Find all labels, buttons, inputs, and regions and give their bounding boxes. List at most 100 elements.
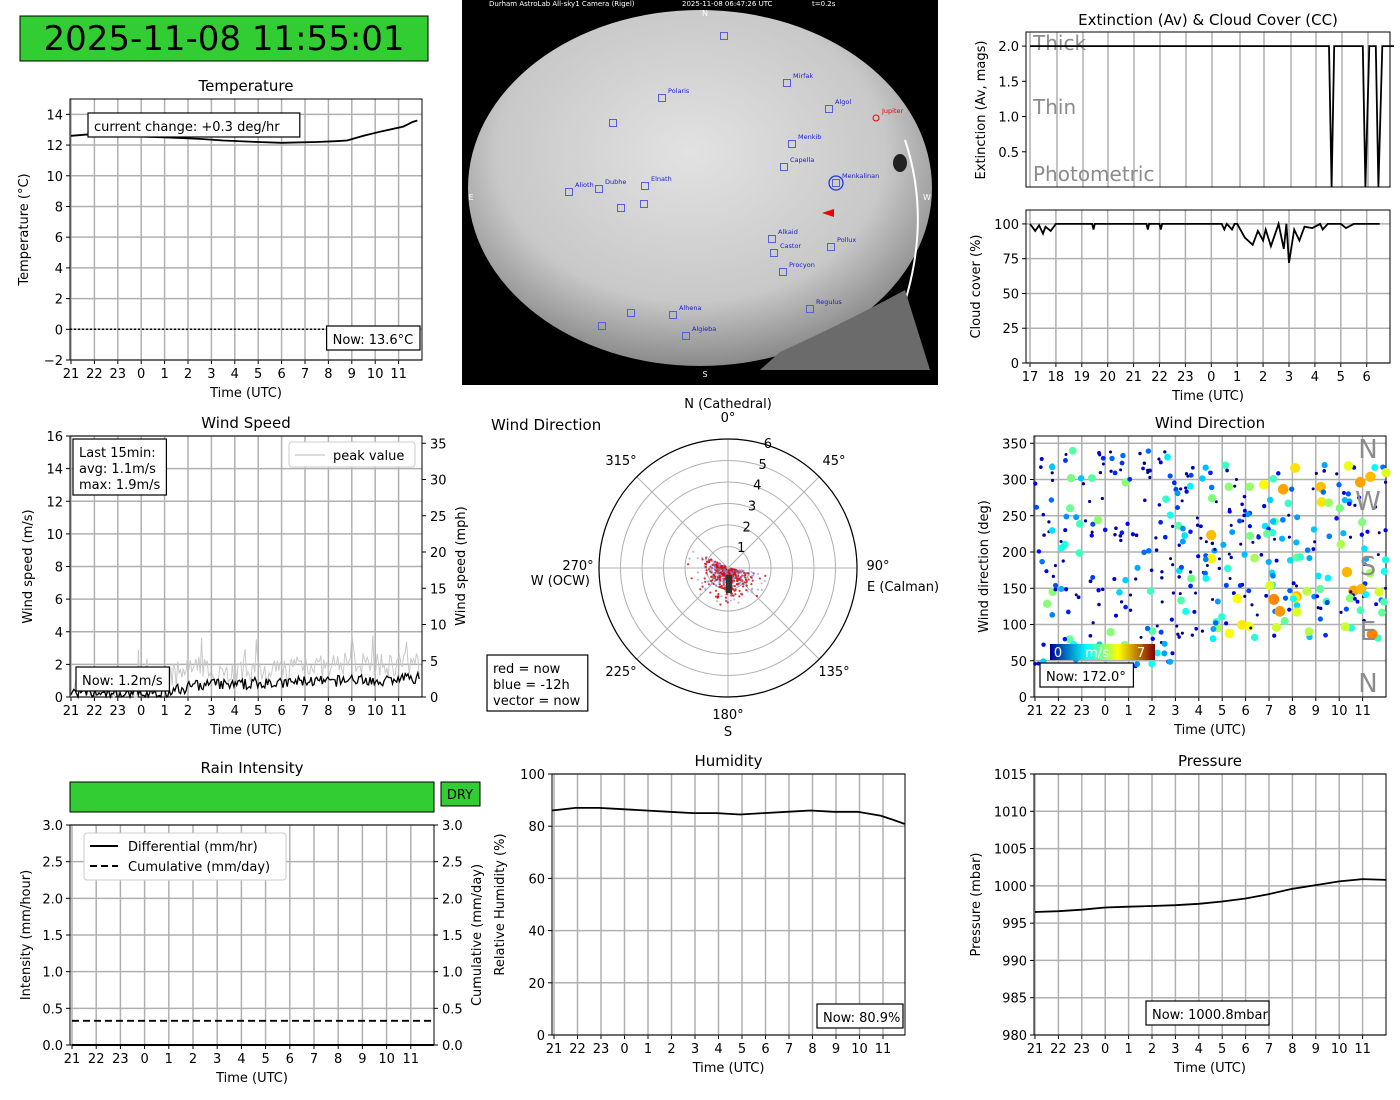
wind-point — [710, 567, 713, 571]
wind-point — [729, 599, 733, 602]
wind-point — [724, 596, 728, 599]
direction-point — [1063, 458, 1068, 463]
x-tick-label: 3 — [207, 704, 215, 719]
wind-point — [730, 592, 733, 595]
rain-status-bar — [69, 781, 435, 813]
x-axis-label: Time (UTC) — [209, 723, 282, 738]
wind-point — [746, 576, 749, 579]
y-tick-label: 0 — [1019, 691, 1027, 706]
r-tick-label: 1 — [737, 541, 745, 556]
wind-point — [746, 590, 749, 593]
wind-point — [739, 571, 742, 574]
angle-label: 45° — [822, 454, 845, 469]
wind-point — [734, 574, 738, 578]
x-tick-label: 6 — [761, 1042, 769, 1057]
direction-point — [1155, 624, 1159, 628]
direction-point — [1093, 515, 1103, 525]
direction-point — [1161, 650, 1168, 657]
x-tick-label: 22 — [569, 1042, 586, 1057]
direction-point — [1202, 556, 1209, 563]
direction-point — [1224, 621, 1229, 626]
direction-point — [1160, 576, 1164, 580]
y-tick-label: 0.0 — [42, 1039, 63, 1054]
direction-point — [1358, 518, 1367, 527]
direction-point — [1278, 535, 1286, 542]
direction-point — [1262, 503, 1267, 509]
x-tick-label: 4 — [1311, 370, 1319, 385]
direction-point — [1194, 591, 1198, 595]
direction-point — [1190, 465, 1195, 470]
direction-point — [1255, 613, 1259, 617]
direction-point — [1348, 535, 1353, 539]
direction-point — [1091, 621, 1095, 625]
x-tick-label: 10 — [378, 1052, 395, 1067]
wind-point — [711, 579, 714, 582]
x-tick-label: 7 — [301, 367, 309, 382]
compass-w: W — [923, 193, 931, 202]
wind-direction-chart: 21 22 23 0 1 2 3 4 5 6 7 8 9 10 1105010015020025030035… — [977, 414, 1391, 738]
wind-point — [732, 594, 735, 597]
direction-point — [1353, 503, 1357, 507]
r-tick-label: 4 — [753, 479, 761, 494]
direction-point — [1188, 583, 1193, 589]
wind-point — [719, 579, 722, 582]
star-marker — [617, 204, 625, 212]
direction-point — [1154, 536, 1158, 540]
wind-point — [745, 580, 748, 584]
direction-point — [1199, 475, 1206, 482]
chart-title: Humidity — [694, 752, 762, 770]
wind-point — [747, 574, 750, 577]
direction-point — [1130, 532, 1135, 537]
sky-dome — [468, 10, 932, 366]
direction-point — [1242, 508, 1247, 513]
x-tick-label: 6 — [277, 704, 285, 719]
x-tick-label: 7 — [301, 704, 309, 719]
direction-point — [1148, 475, 1152, 480]
direction-point — [1128, 608, 1133, 612]
x-tick-label: 7 — [785, 1042, 793, 1057]
wind-point — [744, 573, 747, 577]
x-tick-label: 1 — [160, 367, 168, 382]
direction-point — [1245, 482, 1255, 492]
wind-point — [716, 566, 719, 569]
x-tick-label: 4 — [1195, 704, 1203, 719]
direction-point — [1188, 472, 1194, 478]
x-tick-label: 4 — [714, 1042, 722, 1057]
wind-point — [713, 567, 716, 570]
x-tick-label: 0 — [1101, 704, 1109, 719]
direction-point — [1287, 513, 1291, 517]
x-tick-label: 5 — [261, 1052, 269, 1067]
star-label: Polaris — [668, 87, 690, 95]
direction-point — [1292, 607, 1302, 617]
pressure-now-box: Now: 1000.8mbar — [1152, 1008, 1268, 1023]
direction-point — [1227, 552, 1231, 556]
wind-point — [751, 579, 754, 582]
direction-point — [1321, 462, 1328, 469]
wind-point — [718, 581, 721, 584]
direction-point — [1076, 595, 1081, 600]
direction-point — [1164, 453, 1171, 461]
direction-point — [1113, 532, 1117, 537]
direction-point — [1088, 633, 1093, 638]
star-label: Alkaid — [778, 228, 798, 236]
extinction-line — [1030, 45, 1394, 188]
direction-point — [1041, 642, 1046, 647]
wind-point — [745, 584, 748, 587]
star-marker — [598, 322, 606, 330]
direction-point — [1340, 622, 1350, 632]
direction-point — [1169, 617, 1174, 622]
direction-point — [1311, 487, 1315, 491]
direction-point — [1263, 529, 1272, 538]
legend-box — [288, 441, 416, 468]
star-marker — [682, 332, 690, 340]
angle-label: 0° — [721, 411, 736, 426]
wind-point — [701, 581, 704, 585]
direction-point — [1377, 531, 1381, 535]
wind-point — [713, 576, 716, 579]
y-tick-label: 200 — [1002, 546, 1027, 561]
wind-point — [745, 589, 748, 592]
wind-point — [736, 571, 739, 574]
x-tick-label: 11 — [390, 704, 407, 719]
x-tick-label: 21 — [63, 367, 80, 382]
